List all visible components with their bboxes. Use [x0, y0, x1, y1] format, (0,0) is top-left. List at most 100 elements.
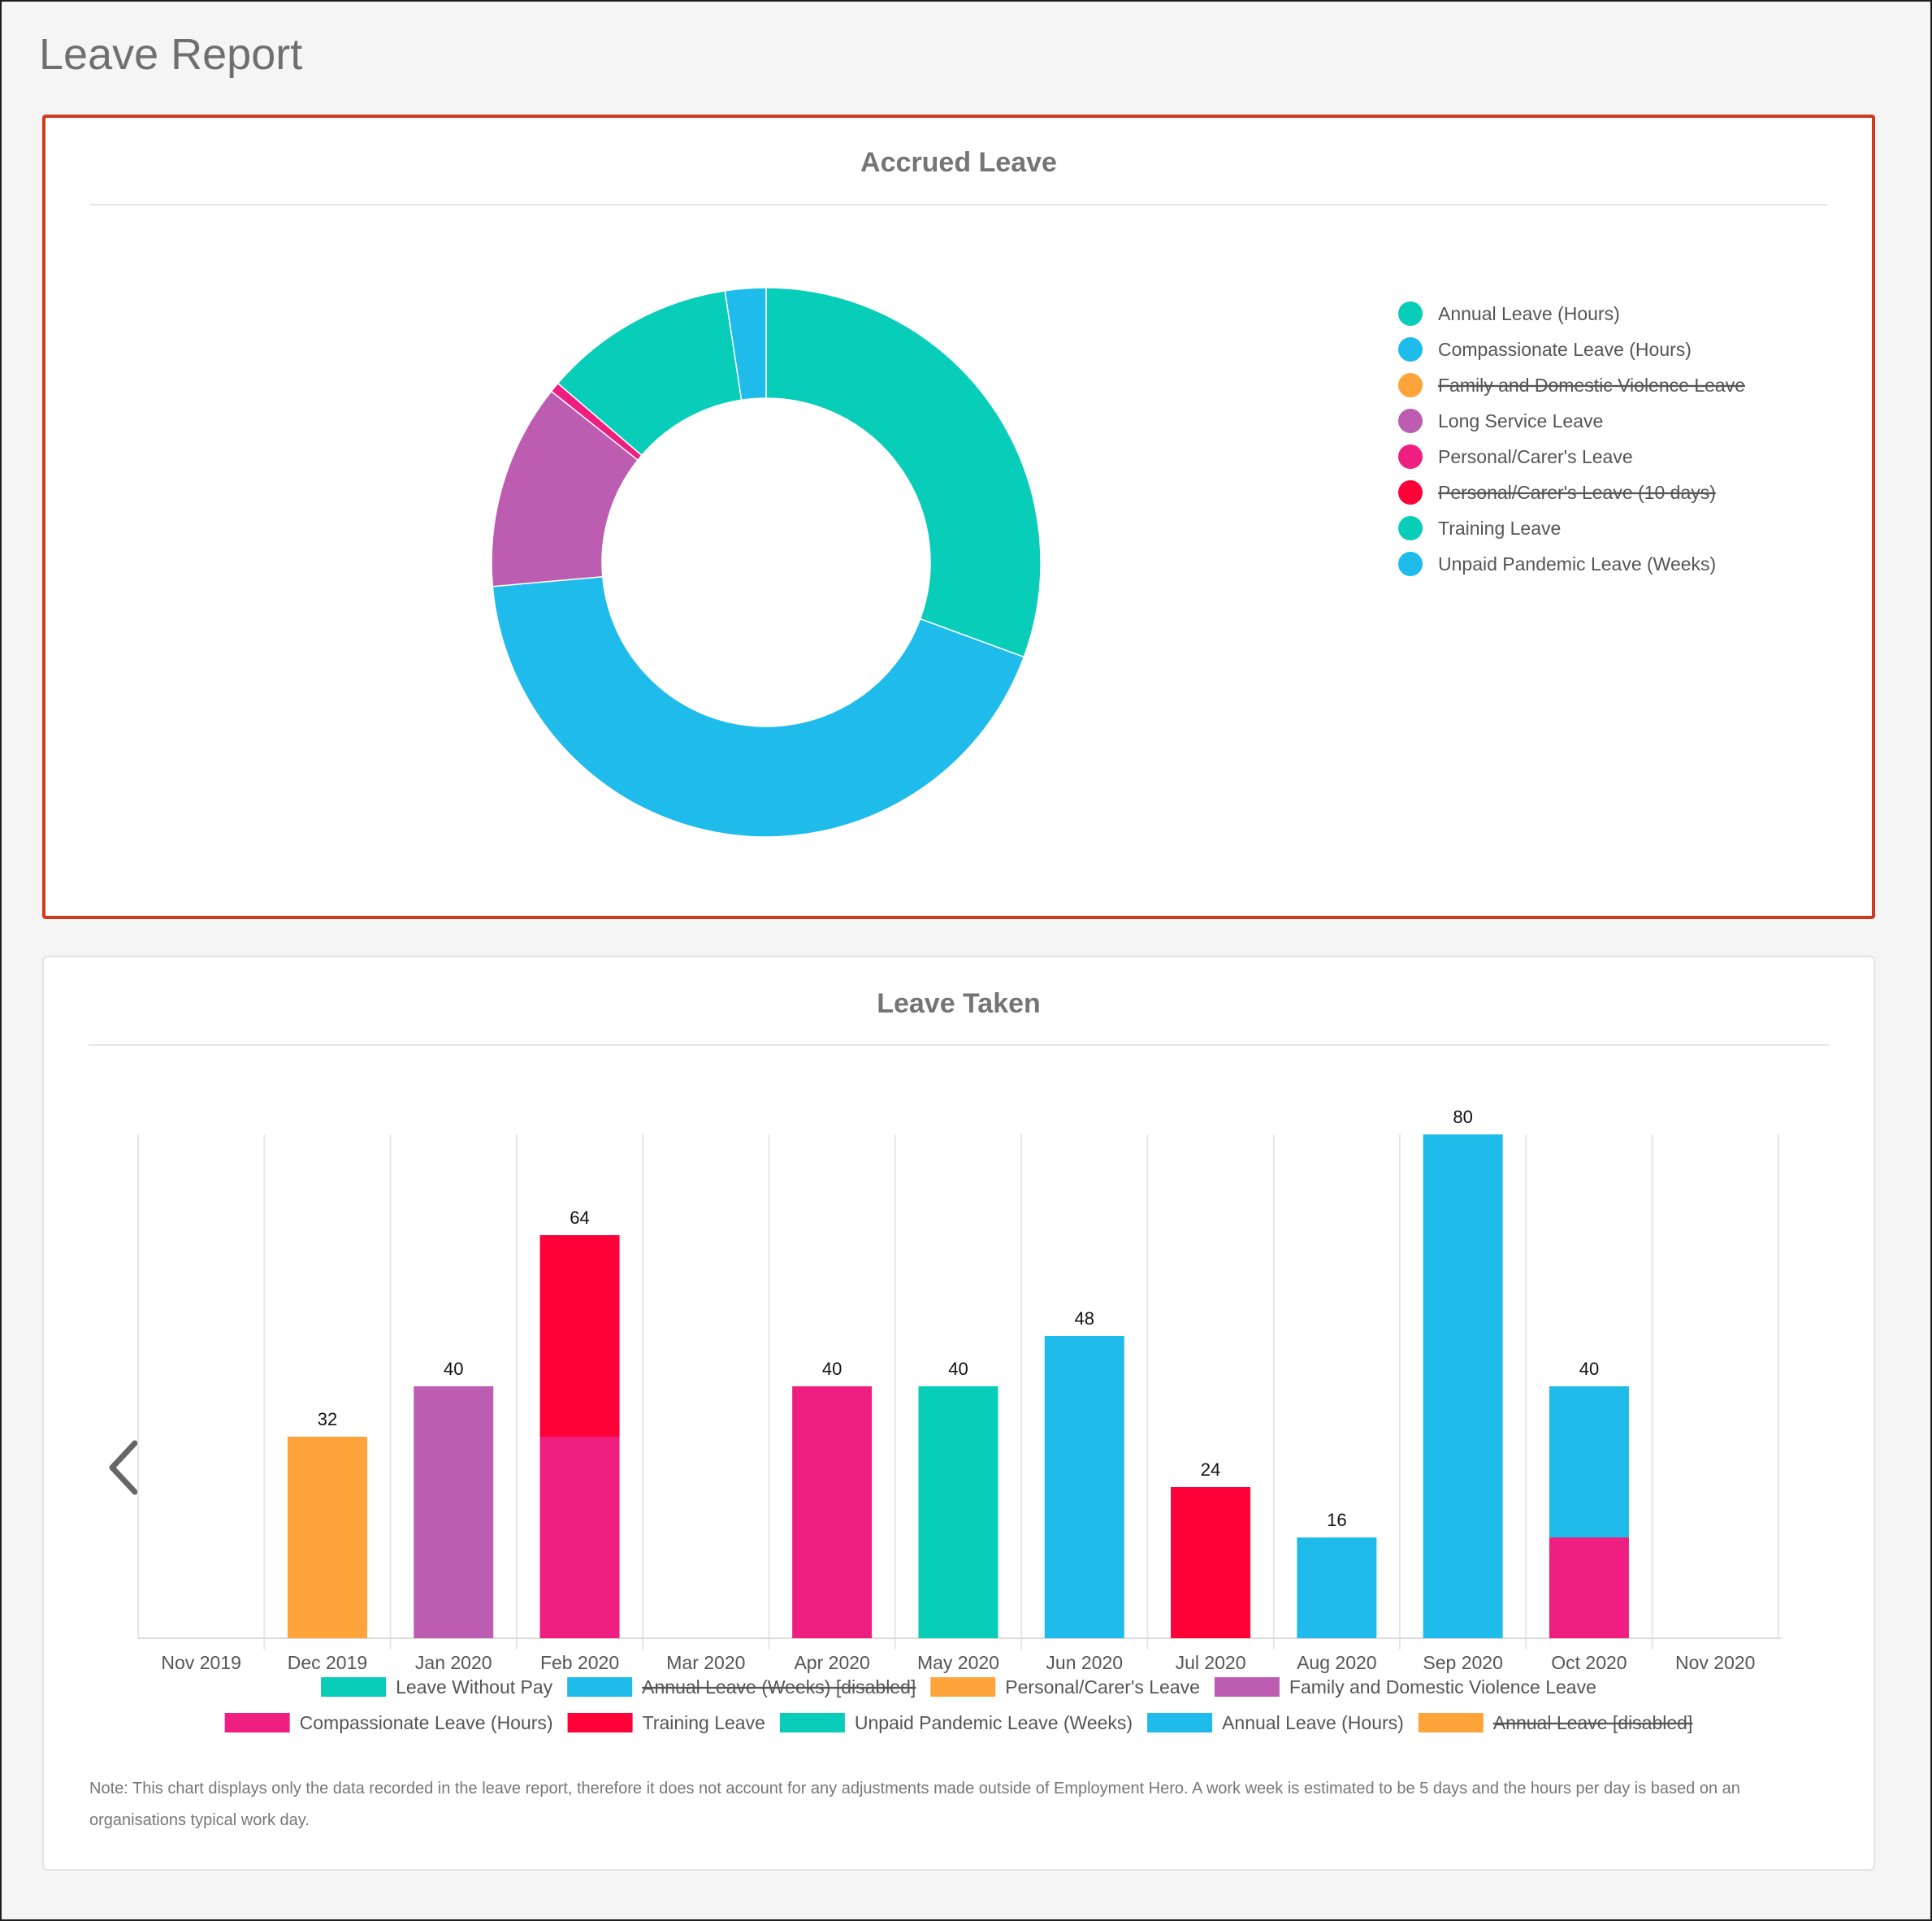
- legend-swatch: [1398, 337, 1423, 362]
- bar-jul-2020-training-leave[interactable]: [1171, 1487, 1251, 1638]
- taken-legend-item-annual-leave-weeks-disabled[interactable]: Annual Leave (Weeks) [disabled]: [567, 1676, 916, 1698]
- bar-oct-2020-compassionate-leave-hours[interactable]: [1549, 1537, 1629, 1638]
- leave-taken-bar-chart: 32 40 64 40 40 48 24 16 80 40 Nov 2019 Dec 2019 Jan …: [137, 1107, 1782, 1673]
- leave-taken-note: Note: This chart displays only the data …: [89, 1780, 1740, 1829]
- legend-label: Compassionate Leave (Hours): [300, 1712, 553, 1733]
- taken-legend-item-annual-leave-disabled[interactable]: Annual Leave [disabled]: [1418, 1712, 1693, 1733]
- accrued-legend-item-unpaid-pandemic-leave-weeks[interactable]: Unpaid Pandemic Leave (Weeks): [1398, 552, 1716, 576]
- bar-total-label-dec-2019: 32: [318, 1409, 337, 1429]
- legend-swatch: [930, 1677, 996, 1697]
- accrued-leave-title: Accrued Leave: [860, 147, 1057, 178]
- legend-swatch: [1398, 444, 1423, 469]
- taken-legend-item-annual-leave-hours[interactable]: Annual Leave (Hours): [1147, 1712, 1404, 1733]
- leave-taken-legend: Leave Without Pay Annual Leave (Weeks) [d…: [224, 1676, 1693, 1733]
- accrued-legend-item-long-service-leave[interactable]: Long Service Leave: [1398, 409, 1603, 433]
- accrued-legend-item-annual-leave-hours[interactable]: Annual Leave (Hours): [1398, 301, 1620, 326]
- bar-oct-2020-annual-leave-hours[interactable]: [1549, 1386, 1629, 1537]
- bar-total-label-apr-2020: 40: [822, 1359, 842, 1379]
- x-tick-label-dec-2019: Dec 2019: [288, 1652, 367, 1673]
- bar-aug-2020-annual-leave-hours[interactable]: [1297, 1537, 1377, 1638]
- legend-swatch: [1398, 480, 1423, 505]
- bar-total-label-jun-2020: 48: [1075, 1308, 1094, 1329]
- legend-label: Unpaid Pandemic Leave (Weeks): [855, 1712, 1133, 1733]
- bar-jun-2020-annual-leave-hours[interactable]: [1044, 1336, 1124, 1638]
- legend-swatch: [321, 1677, 387, 1697]
- donut-slice-compassionate-leave-hours[interactable]: [492, 575, 1025, 838]
- legend-swatch: [779, 1713, 845, 1732]
- x-tick-label-oct-2020: Oct 2020: [1551, 1652, 1627, 1673]
- accrued-leave-donut-chart: [491, 287, 1042, 838]
- accrued-leave-card: Accrued Leave Annual Leave (Hours) Compas…: [42, 115, 1875, 919]
- legend-label: Annual Leave (Weeks) [disabled]: [642, 1676, 916, 1698]
- legend-swatch: [224, 1713, 290, 1732]
- x-tick-label-aug-2020: Aug 2020: [1297, 1652, 1376, 1673]
- bar-total-label-oct-2020: 40: [1579, 1359, 1599, 1379]
- legend-label: Personal/Carer's Leave: [1438, 446, 1633, 467]
- bar-total-label-jul-2020: 24: [1201, 1459, 1220, 1480]
- accrued-leave-legend: Annual Leave (Hours) Compassionate Leave …: [1398, 301, 1745, 576]
- bar-apr-2020-compassionate-leave-hours[interactable]: [792, 1386, 873, 1638]
- taken-legend-item-compassionate-leave-hours[interactable]: Compassionate Leave (Hours): [224, 1712, 553, 1733]
- legend-swatch: [567, 1713, 633, 1732]
- accrued-legend-item-training-leave[interactable]: Training Leave: [1398, 516, 1561, 540]
- bar-total-label-sep-2020: 80: [1453, 1107, 1472, 1127]
- page-title: Leave Report: [39, 30, 303, 79]
- legend-swatch: [1398, 373, 1423, 397]
- legend-label: Training Leave: [1438, 518, 1561, 539]
- legend-swatch: [1398, 301, 1423, 326]
- taken-legend-item-leave-without-pay[interactable]: Leave Without Pay: [321, 1676, 553, 1698]
- legend-label: Compassionate Leave (Hours): [1438, 339, 1692, 360]
- x-tick-label-feb-2020: Feb 2020: [540, 1652, 619, 1673]
- legend-label: Family and Domestic Violence Leave: [1438, 375, 1745, 396]
- bar-sep-2020-annual-leave-hours[interactable]: [1423, 1134, 1503, 1638]
- bar-jan-2020-family-and-domestic-violence-leave[interactable]: [414, 1386, 494, 1638]
- legend-label: Long Service Leave: [1438, 410, 1603, 431]
- bar-total-label-feb-2020: 64: [570, 1208, 589, 1228]
- legend-swatch: [1398, 552, 1423, 576]
- taken-legend-item-unpaid-pandemic-leave-weeks[interactable]: Unpaid Pandemic Leave (Weeks): [779, 1712, 1133, 1733]
- legend-label: Training Leave: [643, 1712, 765, 1733]
- x-tick-label-mar-2020: Mar 2020: [666, 1652, 745, 1673]
- x-tick-label-nov-2020: Nov 2020: [1675, 1652, 1755, 1673]
- legend-swatch: [1147, 1713, 1213, 1732]
- bar-total-label-aug-2020: 16: [1327, 1510, 1346, 1530]
- bar-dec-2019-personal-carer-s-leave[interactable]: [287, 1437, 367, 1638]
- x-tick-label-nov-2019: Nov 2019: [161, 1652, 240, 1673]
- x-tick-label-jun-2020: Jun 2020: [1046, 1652, 1123, 1673]
- previous-period-chevron-left-icon[interactable]: [97, 1435, 149, 1500]
- accrued-legend-item-personal-carer-s-leave[interactable]: Personal/Carer's Leave: [1398, 444, 1633, 469]
- leave-taken-divider: [89, 1044, 1829, 1046]
- leave-taken-title: Leave Taken: [877, 988, 1041, 1019]
- legend-swatch: [1398, 516, 1423, 540]
- x-tick-label-may-2020: May 2020: [917, 1652, 999, 1673]
- taken-legend-item-family-and-domestic-violence-leave[interactable]: Family and Domestic Violence Leave: [1214, 1676, 1596, 1698]
- legend-label: Personal/Carer's Leave (10 days): [1438, 482, 1716, 503]
- accrued-legend-item-family-and-domestic-violence-leave[interactable]: Family and Domestic Violence Leave: [1398, 373, 1745, 397]
- legend-label: Family and Domestic Violence Leave: [1289, 1676, 1596, 1698]
- taken-legend-item-training-leave[interactable]: Training Leave: [567, 1712, 765, 1733]
- legend-label: Annual Leave (Hours): [1222, 1712, 1404, 1733]
- donut-slice-unpaid-pandemic-leave-weeks[interactable]: [724, 287, 767, 401]
- legend-swatch: [1418, 1713, 1484, 1732]
- bar-total-label-may-2020: 40: [948, 1359, 968, 1379]
- x-tick-label-jul-2020: Jul 2020: [1176, 1652, 1246, 1673]
- legend-label: Annual Leave (Hours): [1438, 303, 1620, 324]
- x-tick-label-jan-2020: Jan 2020: [415, 1652, 492, 1673]
- bar-total-label-jan-2020: 40: [444, 1359, 463, 1379]
- legend-label: Annual Leave [disabled]: [1493, 1712, 1693, 1733]
- bar-feb-2020-compassionate-leave-hours[interactable]: [539, 1437, 620, 1638]
- legend-swatch: [567, 1677, 633, 1697]
- accrued-legend-item-personal-carer-s-leave-10-days[interactable]: Personal/Carer's Leave (10 days): [1398, 480, 1716, 505]
- legend-label: Unpaid Pandemic Leave (Weeks): [1438, 553, 1716, 575]
- accrued-leave-divider: [90, 204, 1827, 206]
- x-tick-label-apr-2020: Apr 2020: [794, 1652, 869, 1673]
- legend-label: Leave Without Pay: [396, 1676, 553, 1698]
- accrued-legend-item-compassionate-leave-hours[interactable]: Compassionate Leave (Hours): [1398, 337, 1692, 362]
- bar-may-2020-unpaid-pandemic-leave-weeks[interactable]: [918, 1386, 998, 1638]
- donut-slice-annual-leave-hours[interactable]: [765, 287, 1042, 658]
- bar-feb-2020-training-leave[interactable]: [539, 1235, 620, 1437]
- taken-legend-item-personal-carer-s-leave[interactable]: Personal/Carer's Leave: [930, 1676, 1200, 1698]
- legend-swatch: [1398, 409, 1423, 433]
- legend-label: Personal/Carer's Leave: [1005, 1676, 1200, 1698]
